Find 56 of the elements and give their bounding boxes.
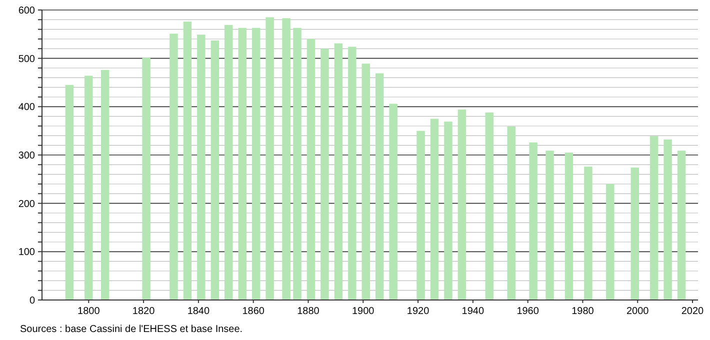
bar	[650, 136, 658, 300]
bar	[416, 130, 425, 300]
bar	[664, 140, 672, 300]
y-tick-label: 400	[18, 102, 36, 114]
bar	[210, 40, 220, 300]
y-tick-label: 0	[29, 296, 36, 306]
bar	[444, 122, 452, 300]
bar	[238, 28, 246, 300]
bar	[546, 150, 554, 300]
bar	[170, 34, 178, 300]
bar	[282, 18, 290, 300]
bar	[197, 34, 206, 300]
y-tick-label: 100	[18, 247, 36, 258]
bar	[224, 24, 233, 300]
bar	[606, 184, 614, 300]
bar	[529, 142, 538, 300]
source-note: Sources : base Cassini de l'EHESS et base Insee.	[20, 324, 243, 335]
x-tick-label: 1820	[132, 306, 156, 317]
bar	[375, 73, 384, 300]
bar	[564, 152, 574, 300]
x-tick-label: 1880	[297, 306, 320, 317]
x-tick-label: 1860	[242, 306, 265, 317]
bar	[485, 112, 494, 300]
bar	[362, 64, 370, 300]
bar	[630, 168, 639, 300]
bar	[389, 104, 398, 300]
x-tick-label: 2000	[626, 306, 650, 317]
x-tick-label: 1980	[572, 306, 594, 317]
x-tick-label: 1840	[187, 306, 210, 317]
bar	[84, 76, 93, 300]
y-tick-label: 200	[18, 198, 36, 210]
x-tick-label: 1920	[406, 306, 430, 317]
bar	[458, 110, 466, 300]
y-tick-label: 300	[18, 150, 36, 162]
bar	[334, 43, 343, 300]
bar	[65, 84, 74, 300]
x-tick-label: 1960	[516, 306, 540, 317]
y-tick-label: 500	[18, 54, 36, 65]
bar	[266, 17, 274, 300]
bar	[584, 166, 592, 300]
bar	[101, 70, 110, 300]
y-tick-label: 600	[18, 6, 36, 16]
bar	[348, 46, 356, 300]
x-tick-label: 1800	[78, 306, 100, 317]
bar	[252, 28, 260, 300]
x-tick-label: 1940	[462, 306, 484, 317]
bar	[430, 118, 439, 300]
bar	[320, 48, 329, 300]
bar	[507, 126, 516, 300]
bar	[183, 22, 192, 300]
bar	[306, 39, 316, 300]
bar	[293, 28, 302, 300]
bar	[677, 150, 686, 300]
x-tick-label: 1900	[352, 306, 375, 317]
bar	[142, 58, 150, 300]
x-tick-label: 2020	[681, 306, 704, 317]
